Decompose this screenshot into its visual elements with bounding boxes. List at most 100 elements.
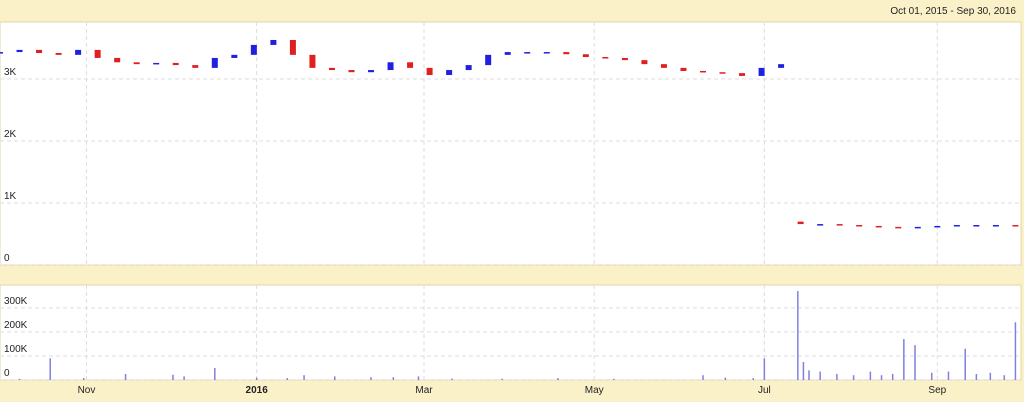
volume-bar — [903, 339, 905, 380]
candle — [0, 52, 3, 54]
candle — [524, 52, 531, 54]
candle — [94, 49, 101, 58]
candle — [680, 67, 687, 71]
volume-bar — [947, 371, 950, 380]
candle — [856, 225, 863, 227]
volume-bar — [702, 375, 704, 380]
candle — [485, 54, 492, 66]
volume-bar — [18, 378, 21, 380]
candle — [875, 225, 882, 228]
candle — [250, 44, 257, 55]
candle — [387, 62, 394, 71]
candle — [75, 49, 82, 55]
volume-bar — [303, 375, 305, 380]
x-tick-label: Sep — [928, 385, 946, 396]
y-tick-label: 0 — [4, 368, 10, 379]
candle — [934, 225, 941, 228]
candle — [172, 62, 179, 66]
candle — [563, 52, 570, 55]
candle — [797, 221, 804, 225]
y-tick-label: 0 — [4, 253, 10, 264]
candle — [582, 54, 589, 58]
candle — [739, 73, 746, 76]
volume-bar — [964, 348, 966, 380]
candle — [504, 52, 511, 55]
x-tick-label: Nov — [78, 385, 96, 396]
volume-bar — [286, 378, 289, 380]
volume-bar — [808, 370, 810, 380]
volume-bar — [836, 373, 838, 380]
volume-bar — [612, 378, 615, 380]
volume-bar — [880, 375, 883, 380]
candle — [758, 67, 765, 76]
candle — [348, 70, 355, 73]
candle — [719, 72, 726, 74]
volume-bar — [214, 367, 216, 380]
candle — [368, 70, 375, 73]
candle — [641, 60, 648, 65]
volume-bar — [802, 361, 805, 380]
volume-bar — [183, 376, 185, 380]
volume-bar — [557, 378, 559, 380]
candle — [309, 54, 316, 68]
candle — [973, 225, 980, 227]
volume-bar — [124, 373, 127, 380]
volume-bar — [49, 358, 51, 380]
volume-bar — [891, 373, 894, 380]
volume-bar — [417, 376, 420, 380]
candle — [953, 225, 960, 227]
candle — [621, 57, 628, 61]
y-tick-label: 200K — [4, 320, 28, 331]
candle — [270, 39, 277, 45]
candle — [992, 225, 999, 227]
x-tick-label: Mar — [415, 385, 433, 396]
candle — [914, 226, 921, 229]
candle — [407, 62, 414, 68]
candle — [602, 57, 609, 59]
candle — [153, 62, 160, 65]
candle — [817, 224, 824, 226]
volume-panel — [0, 284, 1022, 381]
volume-bar — [392, 377, 395, 380]
candle — [16, 49, 23, 53]
volume-bar — [1003, 375, 1006, 380]
candle — [55, 52, 62, 55]
volume-bar — [1014, 322, 1017, 380]
candle — [543, 52, 550, 54]
volume-bar — [852, 375, 855, 380]
candle — [778, 64, 785, 68]
volume-bar — [370, 377, 372, 380]
volume-bar — [752, 378, 754, 380]
candle — [465, 65, 472, 71]
volume-bar — [501, 378, 503, 380]
price-panel — [0, 21, 1022, 266]
candle — [836, 224, 843, 226]
candle — [446, 70, 453, 76]
x-tick-label: 2016 — [246, 385, 269, 396]
x-tick-label: May — [585, 385, 604, 396]
volume-bar — [819, 371, 821, 380]
candle — [426, 67, 433, 76]
candle — [133, 62, 140, 65]
date-range: Oct 01, 2015 - Sep 30, 2016 — [890, 6, 1016, 17]
volume-bar — [451, 378, 453, 380]
candle — [231, 54, 238, 58]
candle — [699, 70, 706, 73]
candle — [1012, 225, 1019, 227]
y-tick-label: 2K — [4, 129, 17, 140]
candle — [36, 49, 43, 53]
volume-bar — [869, 371, 872, 380]
volume-bar — [82, 378, 85, 380]
candle — [211, 57, 218, 68]
volume-bar — [172, 374, 174, 380]
x-tick-label: Jul — [758, 385, 771, 396]
volume-bar — [724, 377, 727, 380]
volume-bar — [975, 373, 978, 380]
volume-bar — [255, 377, 258, 380]
volume-bar — [914, 345, 916, 380]
candle — [192, 65, 199, 68]
candle — [895, 226, 902, 229]
candle — [114, 57, 121, 63]
candle — [660, 64, 667, 68]
